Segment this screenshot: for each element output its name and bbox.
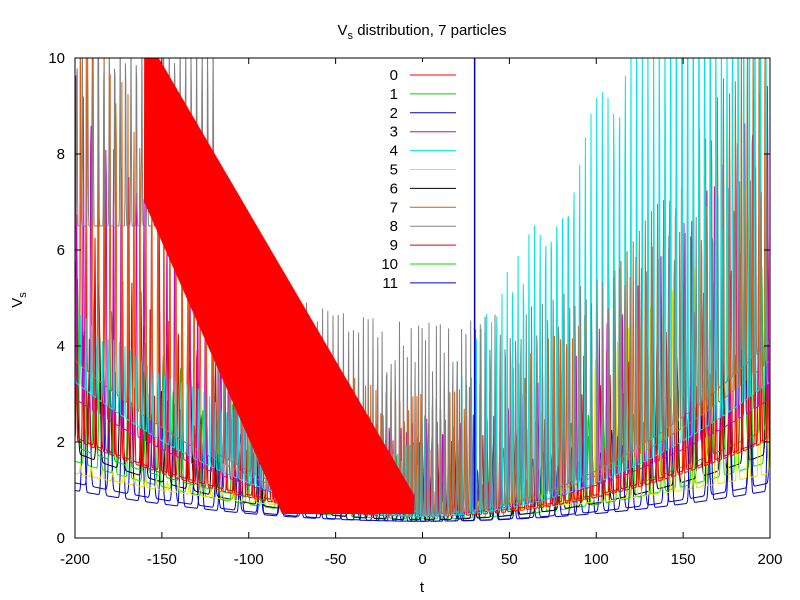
y-tick-label: 8 <box>57 146 65 163</box>
legend-label: 4 <box>390 143 398 160</box>
y-tick-label: 2 <box>57 434 65 451</box>
legend-label: 6 <box>390 180 398 197</box>
x-tick-label: -100 <box>234 551 264 568</box>
x-tick-label: 0 <box>418 551 426 568</box>
legend-label: 8 <box>390 218 398 235</box>
y-tick-label: 6 <box>57 242 65 259</box>
legend-label: 11 <box>382 275 398 292</box>
x-tick-label: 100 <box>584 551 609 568</box>
series-line-0-fast-band <box>143 58 415 515</box>
x-tick-label: -50 <box>325 551 347 568</box>
y-tick-label: 4 <box>57 338 65 355</box>
x-tick-label: -200 <box>60 551 90 568</box>
chart-title-rest: distribution, 7 particles <box>353 22 506 39</box>
series-line-11 <box>75 377 770 522</box>
y-axis-label-subscript: s <box>17 292 29 298</box>
legend-label: 9 <box>390 237 398 254</box>
legend-background <box>375 62 465 288</box>
x-axis-label: t <box>420 579 425 596</box>
series-line-4 <box>75 58 770 517</box>
y-tick-label: 0 <box>57 530 65 547</box>
legend-label: 0 <box>390 67 398 84</box>
legend-label: 2 <box>390 105 398 122</box>
legend-label: 5 <box>390 162 398 179</box>
legend: 0 1 2 3 4 56 7 8 9 10 11 <box>375 62 465 292</box>
legend-label: 7 <box>390 199 398 216</box>
x-tick-label: 50 <box>501 551 518 568</box>
chart-marks <box>75 58 770 522</box>
y-axis-label: Vs <box>9 292 29 308</box>
legend-label: 10 <box>381 256 398 273</box>
x-tick-label: 200 <box>757 551 782 568</box>
legend-label: 1 <box>390 86 398 103</box>
y-axis-label-main: V <box>9 298 26 308</box>
x-tick-label: 150 <box>671 551 696 568</box>
x-tick-label: -150 <box>147 551 177 568</box>
legend-label: 3 <box>390 124 398 141</box>
chart-title-main: V <box>338 22 348 39</box>
chart-title-subscript: s <box>348 30 354 42</box>
y-tick-label: 10 <box>48 50 65 67</box>
chart-title: Vs distribution, 7 particles <box>338 22 507 42</box>
series-line-8 <box>75 58 770 515</box>
